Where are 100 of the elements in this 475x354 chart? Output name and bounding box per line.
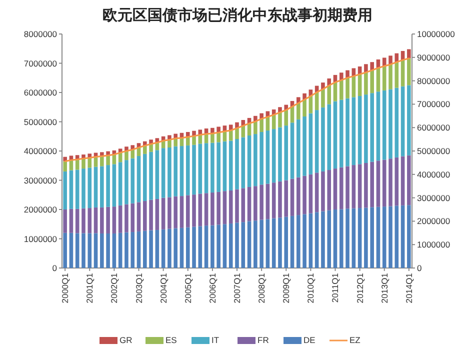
- bar: [321, 171, 325, 212]
- bar: [69, 232, 74, 268]
- bar: [394, 53, 399, 62]
- bar: [136, 156, 141, 202]
- bar: [272, 218, 276, 268]
- x-tick-label: 2010Q1: [306, 272, 316, 304]
- x-tick-label: 2013Q1: [379, 272, 390, 304]
- bar: [155, 198, 160, 230]
- bar: [204, 193, 208, 226]
- y2-tick-label: 9000000: [417, 52, 450, 62]
- bar: [284, 110, 288, 126]
- bar: [100, 166, 104, 208]
- bar: [254, 134, 258, 186]
- bar: [174, 138, 178, 146]
- bar: [198, 194, 202, 226]
- bar: [155, 150, 160, 199]
- bar: [272, 129, 276, 183]
- bar: [186, 145, 190, 196]
- bar: [155, 230, 160, 268]
- legend-label: IT: [212, 335, 220, 345]
- bar: [75, 170, 80, 209]
- bar: [382, 58, 386, 66]
- bar: [284, 216, 288, 268]
- bar: [364, 208, 368, 268]
- x-tick-label: 2011Q1: [330, 272, 340, 303]
- y2-tick-label: 6000000: [417, 122, 450, 133]
- bar: [254, 121, 258, 134]
- bar: [124, 204, 128, 232]
- bar: [394, 157, 399, 206]
- bar: [339, 80, 344, 100]
- bar: [75, 233, 80, 268]
- bar: [308, 113, 313, 174]
- bar: [88, 168, 92, 208]
- y-tick-label: 3000000: [24, 175, 58, 186]
- bar: [272, 182, 276, 218]
- legend-label: GR: [120, 335, 132, 345]
- bar: [394, 62, 399, 88]
- bar: [216, 224, 220, 268]
- bar: [254, 220, 258, 268]
- bar: [136, 202, 141, 232]
- bar: [346, 78, 350, 98]
- bar: [290, 216, 294, 268]
- y-tick-label: 5000000: [24, 116, 58, 127]
- bar: [333, 101, 338, 169]
- x-tick-label: 2002Q1: [109, 272, 120, 304]
- bar: [149, 152, 153, 200]
- bar: [161, 148, 166, 198]
- bar: [136, 231, 141, 268]
- bar: [394, 206, 399, 268]
- bar: [161, 198, 166, 230]
- bar: [358, 164, 362, 208]
- bar: [186, 195, 190, 228]
- bar: [216, 132, 220, 142]
- bar: [241, 137, 246, 188]
- bar: [302, 214, 306, 268]
- bar: [149, 200, 153, 230]
- legend-label: FR: [258, 335, 269, 345]
- x-tick-label: 2000Q1: [60, 272, 70, 304]
- bar: [314, 212, 319, 268]
- bar: [327, 170, 332, 210]
- legend-label: EZ: [350, 335, 360, 345]
- bar: [308, 213, 313, 268]
- bar: [302, 176, 306, 214]
- bar: [364, 162, 368, 208]
- chart-title: 欧元区国债市场已消化中东战事初期费用: [102, 6, 372, 24]
- bar: [296, 177, 300, 216]
- bar: [358, 208, 362, 268]
- bar: [382, 206, 386, 268]
- bar: [94, 207, 98, 234]
- bar: [204, 143, 208, 194]
- bar: [260, 118, 264, 132]
- bar: [124, 232, 128, 268]
- bar: [254, 186, 258, 221]
- x-tick-label: 2004Q1: [158, 272, 168, 304]
- y2-tick-label: 3000000: [417, 192, 450, 203]
- bar: [174, 228, 178, 268]
- bar: [260, 220, 264, 268]
- bar: [118, 205, 122, 233]
- x-tick-label: 2014Q1: [404, 272, 414, 304]
- bar: [235, 128, 239, 140]
- bar: [333, 168, 338, 210]
- bar: [75, 208, 80, 234]
- bar: [321, 211, 325, 268]
- bar: [228, 224, 233, 268]
- bar: [266, 130, 270, 184]
- bar: [364, 72, 368, 95]
- bar: [100, 233, 104, 268]
- bar: [142, 201, 147, 231]
- bar: [333, 210, 338, 268]
- legend-label: DE: [304, 335, 316, 345]
- bar: [168, 197, 172, 229]
- bar: [63, 161, 67, 172]
- bar: [180, 196, 184, 228]
- bar: [186, 136, 190, 146]
- bar: [407, 205, 411, 268]
- y-tick-label: 8000000: [24, 29, 58, 39]
- bar: [266, 219, 270, 268]
- bar: [180, 146, 184, 196]
- bar: [106, 165, 110, 207]
- bar: [204, 226, 208, 268]
